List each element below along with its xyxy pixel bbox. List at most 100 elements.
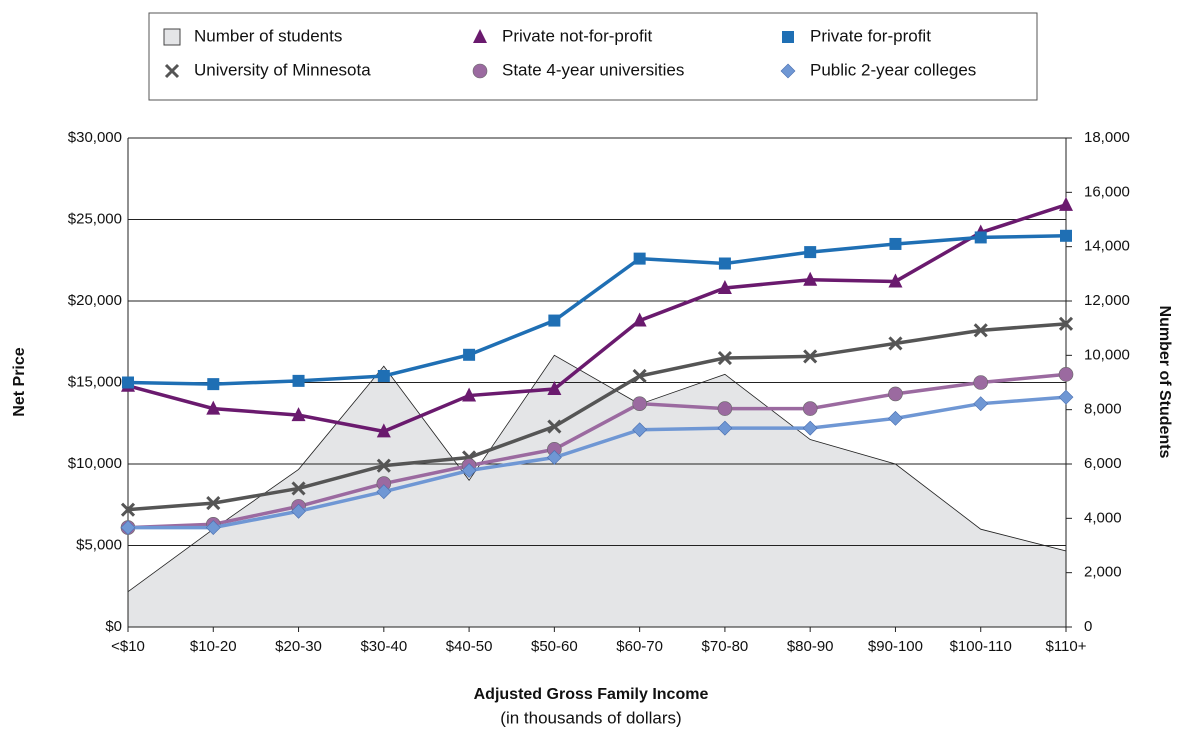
marker: [803, 349, 818, 364]
marker: [802, 401, 818, 416]
line: [128, 395, 1067, 530]
marker: [120, 502, 136, 517]
marker: [291, 503, 306, 519]
marker: [888, 410, 903, 426]
legend-marker: [164, 63, 180, 79]
marker: [889, 237, 902, 250]
y2-tick-label: 8,000: [1084, 401, 1122, 418]
marker: [717, 279, 732, 294]
y2-tick-label: 2,000: [1084, 564, 1122, 581]
x-tick-label: $10-20: [190, 638, 237, 655]
marker: [461, 463, 477, 478]
marker: [804, 246, 817, 259]
marker: [291, 481, 306, 496]
line: [127, 203, 1067, 434]
marker: [973, 375, 989, 390]
x-tick-label: $40-50: [446, 638, 493, 655]
legend-marker: [163, 28, 181, 46]
legend-label: University of Minnesota: [194, 60, 371, 79]
line: [127, 372, 1067, 530]
legend-marker: [472, 63, 488, 79]
marker: [376, 423, 391, 438]
y-tick-label: $10,000: [68, 455, 122, 472]
marker: [292, 374, 305, 387]
marker: [632, 368, 647, 384]
legend-label: Private not-for-profit: [502, 26, 652, 45]
legend-label: Private for-profit: [810, 26, 931, 45]
marker: [1058, 367, 1074, 382]
legend-marker: [780, 63, 796, 79]
marker: [1059, 196, 1073, 211]
marker: [632, 396, 647, 411]
line: [127, 234, 1067, 386]
y-tick-label: $25,000: [68, 210, 122, 227]
marker: [717, 420, 733, 436]
marker: [548, 314, 561, 327]
y-tick-label: $15,000: [68, 373, 122, 390]
area: [127, 354, 1067, 628]
y2-axis-title: Number of Students: [1156, 306, 1173, 459]
x-tick-label: $50-60: [531, 638, 578, 655]
y-tick-label: $30,000: [68, 129, 122, 146]
x-tick-label: $110+: [1045, 638, 1086, 655]
marker: [888, 273, 903, 288]
y2-tick-label: 4,000: [1084, 509, 1122, 526]
y-tick-label: $5,000: [76, 536, 122, 553]
marker: [120, 520, 136, 535]
marker: [377, 369, 390, 382]
y2-tick-label: 12,000: [1084, 292, 1130, 309]
marker: [1060, 229, 1072, 242]
x-tick-label: $100-110: [950, 638, 1012, 655]
legend-marker: [473, 29, 487, 43]
x-tick-label: $70-80: [702, 638, 749, 655]
marker: [717, 350, 732, 366]
y2-tick-label: 18,000: [1084, 129, 1130, 146]
y2-tick-label: 14,000: [1084, 238, 1130, 255]
marker: [463, 348, 476, 361]
marker: [633, 252, 646, 265]
y2-tick-label: 16,000: [1084, 183, 1130, 200]
x-axis-title: Adjusted Gross Family Income: [474, 686, 709, 703]
marker: [888, 386, 903, 402]
marker: [546, 450, 562, 465]
marker: [717, 401, 733, 416]
y-tick-label: $20,000: [68, 292, 122, 309]
marker: [376, 458, 391, 473]
x-tick-label: <$10: [111, 638, 145, 655]
marker: [1058, 389, 1074, 405]
marker: [632, 422, 648, 438]
marker: [888, 336, 903, 351]
marker: [974, 231, 987, 244]
y2-tick-label: 0: [1084, 618, 1092, 635]
marker: [376, 484, 392, 500]
marker: [122, 376, 134, 389]
marker: [973, 323, 988, 338]
legend-label: Public 2-year colleges: [810, 60, 976, 79]
marker: [802, 420, 818, 436]
legend-label: Number of students: [194, 26, 342, 45]
marker: [718, 257, 731, 270]
marker: [207, 378, 220, 391]
marker: [1058, 316, 1074, 331]
y2-tick-label: 10,000: [1084, 346, 1130, 363]
x-tick-label: $60-70: [616, 638, 663, 655]
legend-marker: [782, 31, 794, 43]
y2-tick-label: 6,000: [1084, 455, 1122, 472]
marker: [803, 271, 818, 286]
y-axis-title: Net Price: [11, 347, 28, 416]
marker: [462, 387, 477, 402]
x-tick-label: $30-40: [360, 638, 407, 655]
line: [127, 322, 1067, 512]
legend-label: State 4-year universities: [502, 60, 684, 79]
marker: [206, 496, 221, 511]
x-tick-label: $20-30: [275, 638, 322, 655]
x-axis-subtitle: (in thousands of dollars): [500, 708, 681, 727]
marker: [547, 381, 562, 396]
y-tick-label: $0: [105, 618, 122, 635]
marker: [291, 407, 306, 422]
marker: [632, 312, 647, 327]
marker: [547, 419, 562, 434]
marker: [973, 396, 989, 412]
x-tick-label: $90-100: [868, 638, 923, 655]
